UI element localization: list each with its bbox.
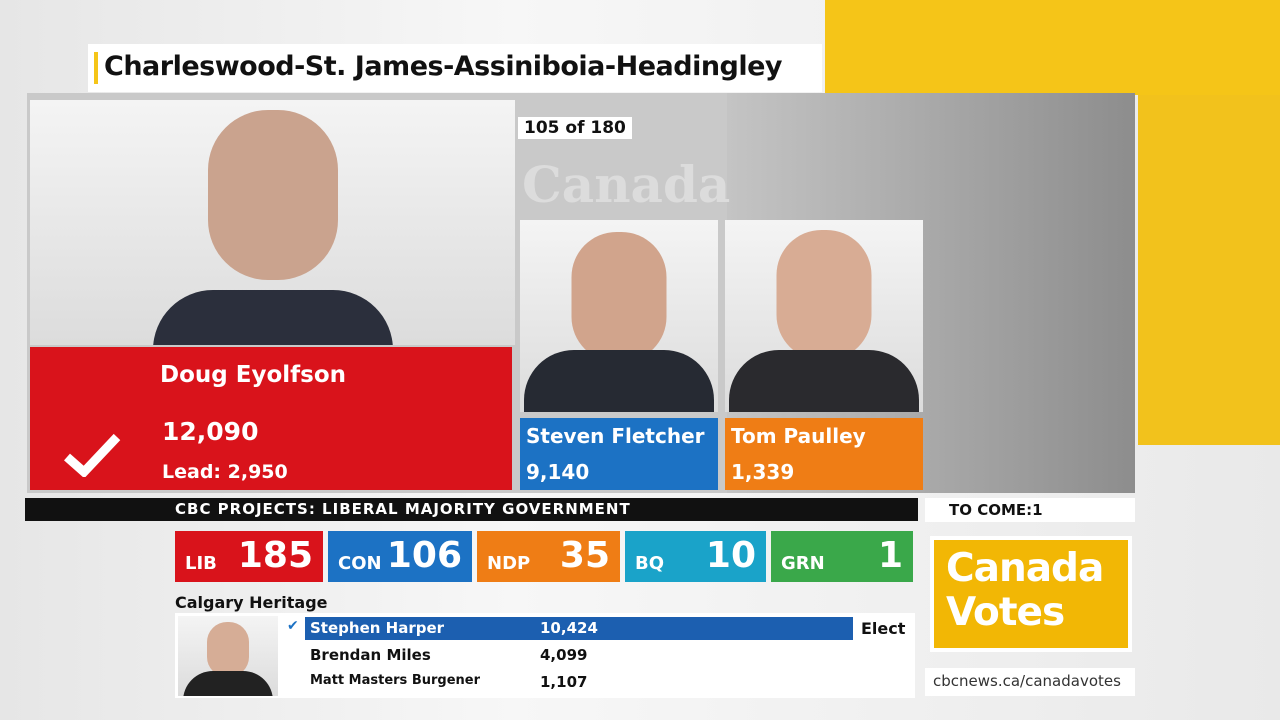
candidate-name: Steven Fletcher <box>526 424 705 448</box>
candidate-name: Stephen Harper <box>310 619 445 637</box>
to-come-box: TO COME:1 <box>925 498 1135 522</box>
secondary-panel: ✔ Stephen Harper 10,424 Elect Brendan Miles… <box>175 613 915 698</box>
brand-frame: Canada Votes <box>930 536 1132 652</box>
shoulders <box>152 290 393 345</box>
party-seats: 185 <box>237 535 313 576</box>
candidate-name: Brendan Miles <box>310 646 431 664</box>
party-name: CON <box>338 553 382 574</box>
party-seats: 1 <box>877 535 903 576</box>
shoulders <box>524 350 714 412</box>
ticker-text: CBC PROJECTS: LIBERAL MAJORITY GOVERNMEN… <box>175 500 631 518</box>
candidate-votes: 1,107 <box>540 673 588 691</box>
candidate-votes: 10,424 <box>540 619 598 637</box>
head <box>776 230 872 360</box>
brand-line: Canada <box>946 546 1104 591</box>
candidate-votes: 9,140 <box>526 460 590 484</box>
winner-box: Doug Eyolfson 12,090 Lead: 2,950 <box>30 347 512 490</box>
party-seats: 10 <box>705 535 756 576</box>
candidate-photo <box>725 220 923 412</box>
party-box: GRN 1 <box>771 531 913 582</box>
candidate-photo <box>520 220 718 412</box>
brand-url: cbcnews.ca/canadavotes <box>933 672 1121 690</box>
party-name: NDP <box>487 553 531 574</box>
party-seats: 106 <box>386 535 462 576</box>
winner-name: Doug Eyolfson <box>160 362 346 388</box>
winner-votes: 12,090 <box>162 417 259 446</box>
candidate-name: Tom Paulley <box>731 424 866 448</box>
shoulders <box>729 350 919 412</box>
head <box>571 232 667 362</box>
region-watermark: Canada <box>522 155 731 214</box>
yellow-column <box>1138 95 1280 445</box>
elected-highlight <box>305 617 853 640</box>
head <box>207 622 249 677</box>
brand-line: Votes <box>946 590 1065 635</box>
party-box: NDP 35 <box>477 531 620 582</box>
check-icon <box>64 433 121 477</box>
url-box: cbcnews.ca/canadavotes <box>925 668 1135 696</box>
head <box>207 110 338 280</box>
yellow-band <box>825 0 1280 95</box>
party-box: LIB 185 <box>175 531 323 582</box>
party-box: CON 106 <box>328 531 472 582</box>
winner-lead: Lead: 2,950 <box>162 461 288 483</box>
candidate-box: Tom Paulley 1,339 <box>725 418 923 490</box>
shoulders <box>183 671 273 696</box>
candidate-box: Steven Fletcher 9,140 <box>520 418 718 490</box>
secondary-riding: Calgary Heritage <box>175 593 328 612</box>
candidate-name: Matt Masters Burgener <box>310 673 480 688</box>
check-mark: ✔ <box>287 618 299 634</box>
party-name: GRN <box>781 553 825 574</box>
winner-photo <box>30 100 515 345</box>
candidate-votes: 4,099 <box>540 646 588 664</box>
party-name: BQ <box>635 553 665 574</box>
status: Elect <box>861 619 906 638</box>
party-seats: 35 <box>559 535 610 576</box>
secondary-photo <box>178 616 278 696</box>
party-name: LIB <box>185 553 217 574</box>
to-come: TO COME:1 <box>949 501 1043 519</box>
candidate-votes: 1,339 <box>731 460 795 484</box>
title-accent <box>94 52 98 84</box>
title-bar: Charleswood-St. James-Assiniboia-Heading… <box>88 44 822 92</box>
riding-title: Charleswood-St. James-Assiniboia-Heading… <box>104 51 783 82</box>
polls-reporting: 105 of 180 <box>518 117 632 139</box>
party-box: BQ 10 <box>625 531 766 582</box>
brand-box: Canada Votes <box>934 540 1128 648</box>
ticker: CBC PROJECTS: LIBERAL MAJORITY GOVERNMEN… <box>25 498 918 521</box>
